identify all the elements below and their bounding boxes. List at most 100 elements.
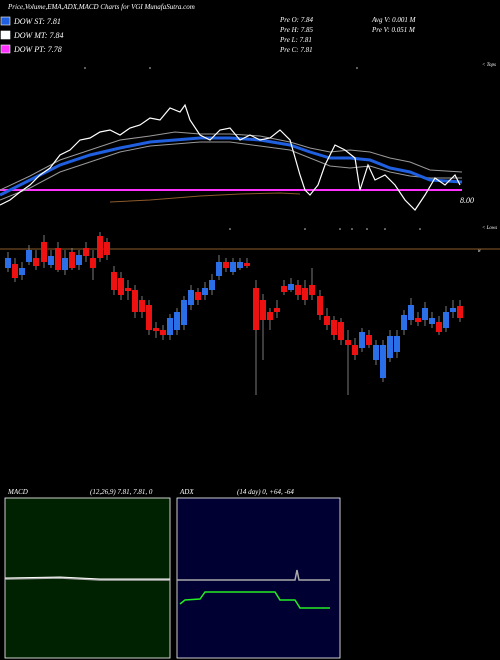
lows-label: < Lows	[482, 226, 497, 231]
candle-body	[317, 296, 323, 315]
macd-signal	[4, 577, 170, 581]
macd-name: MACD	[7, 488, 28, 496]
candle-body	[26, 250, 32, 262]
candle-body	[457, 306, 463, 318]
candle-body	[118, 278, 124, 295]
candle-body	[188, 290, 194, 305]
candle-body	[12, 264, 18, 278]
candle-body	[19, 268, 25, 275]
legend-label: DOW MT: 7.84	[13, 31, 64, 40]
candle-body	[324, 316, 330, 325]
candle-body	[237, 262, 243, 268]
level-label: 8	[478, 249, 481, 254]
candle-body	[216, 262, 222, 276]
candle-body	[153, 328, 159, 331]
legend-swatch	[0, 16, 11, 26]
candle-body	[202, 288, 208, 295]
candle-body	[281, 286, 287, 292]
marker	[366, 228, 368, 230]
candle-body	[90, 258, 96, 268]
candle-body	[373, 345, 379, 360]
candle-body	[244, 263, 250, 266]
candle-body	[48, 256, 54, 265]
candle-body	[331, 320, 337, 335]
candle-body	[111, 272, 117, 290]
info-text: Pre C: 7.81	[279, 46, 313, 54]
candle-body	[181, 300, 187, 325]
price-chart	[0, 67, 463, 395]
candle-body	[443, 312, 449, 328]
adx-line	[177, 569, 330, 581]
candle-body	[380, 345, 386, 378]
marker	[304, 228, 306, 230]
level-label: 8.00	[460, 196, 474, 205]
adx-name: ADX	[179, 488, 194, 496]
candle-body	[253, 288, 259, 330]
candle-body	[132, 290, 138, 312]
title: Price,Volume,EMA,ADX,MACD Charts for VGI…	[7, 3, 195, 11]
legend-swatch	[0, 30, 11, 40]
info-text: Pre O: 7.84	[279, 16, 313, 24]
candle-body	[352, 345, 358, 355]
legend-swatch	[0, 44, 11, 54]
marker	[339, 228, 341, 230]
candle-body	[195, 292, 201, 300]
info-text: Pre V: 0.051 M	[371, 26, 416, 34]
candle-body	[295, 285, 301, 295]
candle-body	[345, 340, 351, 345]
candle-body	[436, 322, 442, 332]
candle-body	[288, 284, 294, 290]
candle-body	[5, 258, 11, 268]
candle-body	[302, 288, 308, 300]
candle-body	[309, 285, 315, 295]
candle-body	[429, 318, 435, 324]
marker	[356, 67, 358, 69]
candle-body	[104, 242, 110, 255]
candle-body	[41, 242, 47, 262]
marker	[351, 228, 353, 230]
candle-body	[230, 262, 236, 272]
ema-line	[0, 131, 463, 191]
candle-body	[366, 335, 372, 345]
macd-line	[4, 576, 170, 580]
price-line	[0, 103, 461, 211]
info-text: Avg V: 0.001 M	[371, 16, 417, 24]
candle-body	[394, 336, 400, 352]
legend-label: DOW ST: 7.81	[13, 17, 61, 26]
candle-body	[76, 255, 82, 265]
candle-body	[146, 305, 152, 330]
adx-params: (14 day) 0, +64, -64	[237, 488, 294, 496]
candle-body	[359, 332, 365, 348]
legend-label: DOW PT: 7.78	[13, 45, 62, 54]
candle-body	[83, 248, 89, 256]
candle-body	[408, 305, 414, 320]
candle-body	[260, 300, 266, 320]
candle-body	[387, 336, 393, 358]
marker	[419, 228, 421, 230]
candle-body	[125, 288, 131, 291]
candle-body	[274, 308, 280, 312]
candle-body	[69, 252, 75, 268]
candle-body	[415, 318, 421, 322]
candle-body	[209, 280, 215, 290]
candle-body	[422, 308, 428, 320]
candle-body	[55, 248, 61, 270]
candle-body	[97, 236, 103, 258]
ema-line	[0, 141, 462, 201]
tops-label: < Tops	[482, 63, 496, 68]
marker	[84, 67, 86, 69]
info-text: Pre L: 7.81	[279, 36, 312, 44]
marker	[384, 228, 386, 230]
marker	[229, 228, 231, 230]
candle-body	[338, 322, 344, 340]
candle-body	[160, 330, 166, 335]
ema-line	[109, 192, 301, 203]
adx-panel	[176, 497, 341, 659]
candle-body	[167, 318, 173, 335]
candle-body	[450, 308, 456, 312]
candle-body	[62, 258, 68, 270]
info-text: Pre H: 7.85	[279, 26, 313, 34]
marker	[149, 67, 151, 69]
candle-body	[223, 262, 229, 268]
